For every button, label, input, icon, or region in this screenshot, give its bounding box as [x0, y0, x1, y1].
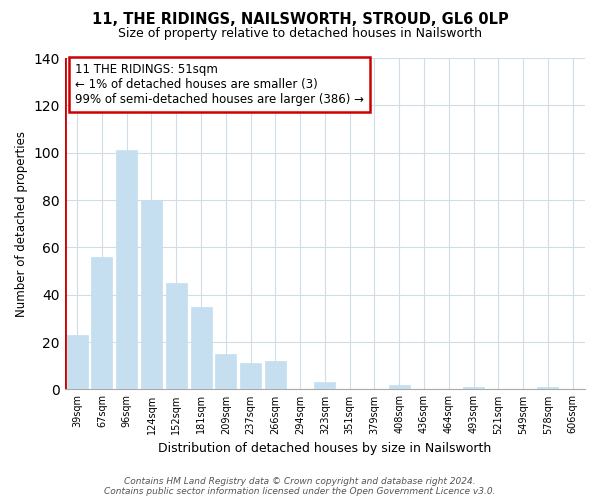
Bar: [116, 150, 137, 390]
X-axis label: Distribution of detached houses by size in Nailsworth: Distribution of detached houses by size …: [158, 442, 491, 455]
Bar: [265, 361, 286, 390]
Bar: [463, 387, 484, 390]
Bar: [314, 382, 335, 390]
Bar: [67, 335, 88, 390]
Bar: [215, 354, 236, 390]
Bar: [141, 200, 162, 390]
Bar: [240, 364, 261, 390]
Bar: [538, 387, 559, 390]
Bar: [91, 257, 112, 390]
Text: Size of property relative to detached houses in Nailsworth: Size of property relative to detached ho…: [118, 28, 482, 40]
Bar: [389, 384, 410, 390]
Bar: [191, 306, 212, 390]
Bar: [166, 283, 187, 390]
Text: 11, THE RIDINGS, NAILSWORTH, STROUD, GL6 0LP: 11, THE RIDINGS, NAILSWORTH, STROUD, GL6…: [92, 12, 508, 28]
Text: 11 THE RIDINGS: 51sqm
← 1% of detached houses are smaller (3)
99% of semi-detach: 11 THE RIDINGS: 51sqm ← 1% of detached h…: [75, 63, 364, 106]
Text: Contains HM Land Registry data © Crown copyright and database right 2024.
Contai: Contains HM Land Registry data © Crown c…: [104, 476, 496, 496]
Y-axis label: Number of detached properties: Number of detached properties: [15, 130, 28, 316]
